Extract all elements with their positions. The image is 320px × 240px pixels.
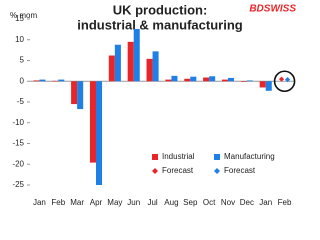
legend-label: Manufacturing	[224, 152, 275, 161]
x-tick-label: Dec	[240, 198, 254, 207]
bar	[58, 79, 65, 82]
legend-label: Forecast	[162, 166, 194, 175]
y-tick-label: 0	[20, 76, 25, 85]
bar	[190, 76, 197, 82]
y-tick-label: -25	[12, 180, 24, 189]
bar	[108, 55, 115, 82]
x-tick-label: Aug	[164, 198, 178, 207]
x-tick-label: Jan	[259, 198, 272, 207]
x-tick-label: Apr	[90, 198, 103, 207]
bar	[33, 80, 40, 82]
bar	[259, 81, 266, 88]
legend-swatch	[214, 154, 220, 160]
y-tick-label: -10	[12, 118, 24, 127]
bar	[184, 78, 191, 82]
bar	[165, 79, 172, 82]
bar	[152, 51, 159, 82]
x-tick-label: Feb	[51, 198, 65, 207]
chart-title: industrial & manufacturing	[77, 17, 242, 32]
bar	[52, 80, 59, 82]
bar	[127, 41, 134, 82]
bar	[71, 81, 78, 105]
x-tick-label: Feb	[278, 198, 292, 207]
y-tick-label: -5	[17, 97, 25, 106]
bar	[228, 77, 235, 82]
legend-label: Forecast	[224, 166, 256, 175]
x-tick-label: Jul	[147, 198, 157, 207]
y-tick-label: -20	[12, 159, 24, 168]
highlight-circle	[273, 70, 296, 93]
bar	[133, 28, 140, 82]
logo: BDSWISS	[249, 4, 296, 15]
y-tick-label: 5	[20, 56, 25, 65]
bar	[265, 81, 272, 91]
x-tick-label: Sep	[183, 198, 198, 207]
x-tick-label: Oct	[203, 198, 216, 207]
x-tick-label: Mar	[70, 198, 84, 207]
y-axis-label: % mom	[10, 11, 37, 20]
chart-title: UK production:	[113, 2, 208, 17]
bar	[89, 81, 96, 163]
bar	[96, 81, 103, 185]
bar	[203, 77, 210, 82]
x-tick-label: Jan	[33, 198, 46, 207]
x-tick-label: May	[107, 198, 122, 207]
chart: UK production: industrial & manufacturin…	[10, 2, 296, 207]
y-tick-label: 15	[15, 14, 24, 23]
y-tick-label: 10	[15, 35, 24, 44]
legend-swatch	[214, 168, 220, 174]
bar	[240, 81, 247, 82]
bar	[77, 81, 84, 110]
legend-label: Industrial	[162, 152, 195, 161]
bar	[209, 76, 216, 82]
legend-swatch	[152, 168, 158, 174]
y-tick-label: -15	[12, 139, 24, 148]
bar	[146, 58, 153, 82]
x-tick-label: Jun	[127, 198, 140, 207]
bar	[39, 79, 46, 82]
bar	[114, 44, 121, 82]
bar	[171, 75, 178, 82]
forecast-marker	[284, 76, 291, 83]
legend-swatch	[152, 154, 158, 160]
x-tick-label: Nov	[221, 198, 235, 207]
forecast-marker	[278, 76, 285, 82]
bar	[246, 80, 253, 82]
bar	[221, 79, 228, 82]
